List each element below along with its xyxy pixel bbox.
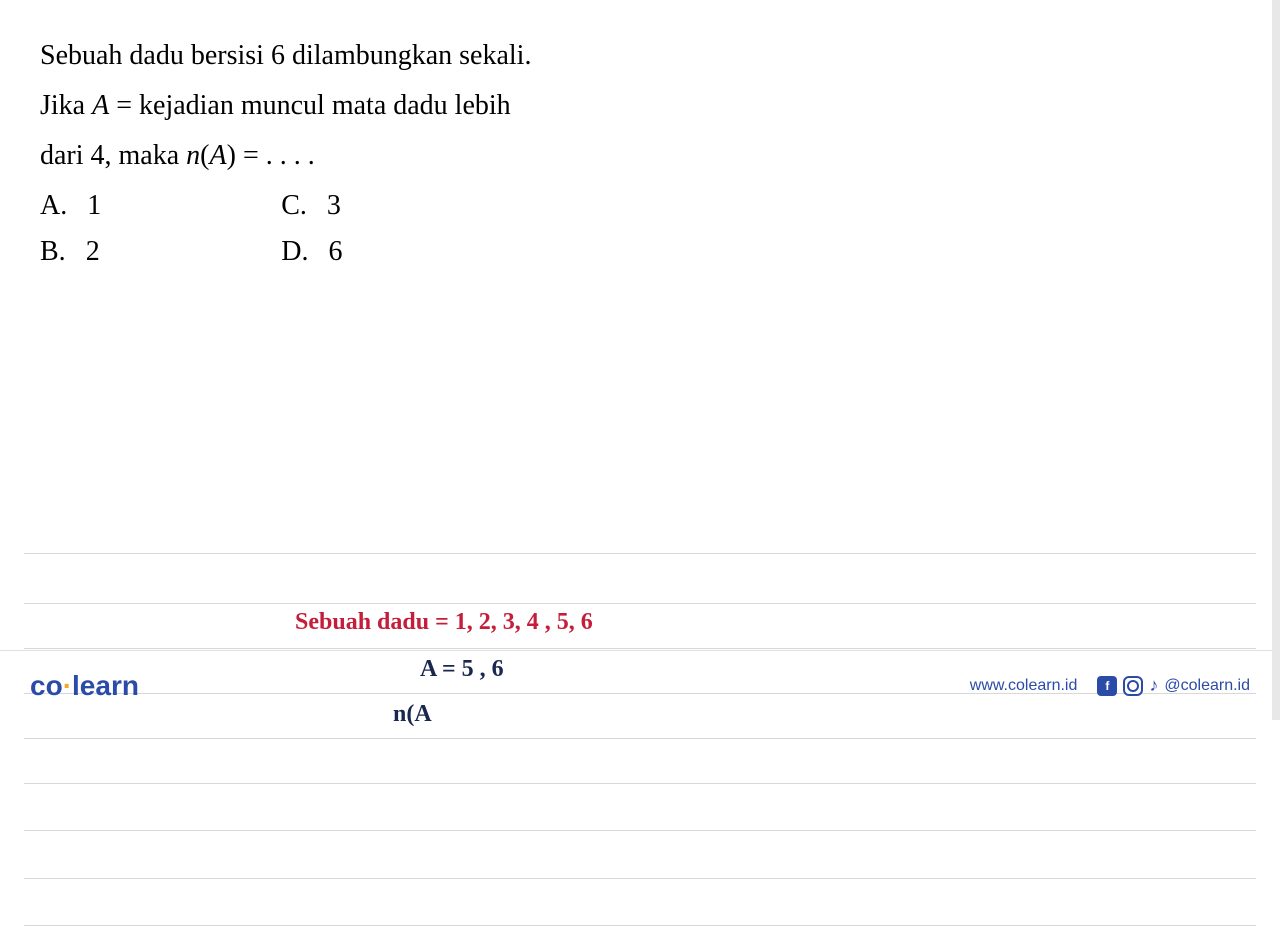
question-line-2: Jika A = kejadian muncul mata dadu lebih — [40, 85, 1240, 127]
option-a-label: A. — [40, 185, 67, 227]
ruled-line — [24, 603, 1256, 604]
q3-suffix: = . . . . — [236, 140, 315, 171]
options-col-left: A. 1 B. 2 — [40, 185, 101, 273]
q2-mid: = kejadian muncul mata dadu lebih — [109, 90, 510, 121]
ruled-line — [24, 830, 1256, 831]
option-c-label: C. — [281, 185, 307, 227]
question-line-1: Sebuah dadu bersisi 6 dilambungkan sekal… — [40, 35, 1240, 77]
main-content: Sebuah dadu bersisi 6 dilambungkan sekal… — [0, 0, 1280, 720]
footer-right: www.colearn.id f ♪ @colearn.id — [970, 676, 1250, 696]
facebook-icon: f — [1097, 676, 1117, 696]
ruled-line — [24, 648, 1256, 649]
option-d-label: D. — [281, 231, 308, 273]
q3-close: ) — [227, 140, 236, 171]
footer: co·learn www.colearn.id f ♪ @colearn.id — [0, 650, 1280, 720]
question-line-3: dari 4, maka n(A) = . . . . — [40, 135, 1240, 177]
ruled-line — [24, 738, 1256, 739]
brand-logo: co·learn — [30, 670, 139, 702]
option-a-value: 1 — [87, 185, 101, 227]
option-b-label: B. — [40, 231, 66, 273]
ruled-line — [24, 878, 1256, 879]
footer-url: www.colearn.id — [970, 677, 1078, 695]
option-c-value: 3 — [327, 185, 341, 227]
q2-prefix: Jika — [40, 90, 92, 121]
option-c: C. 3 — [281, 185, 342, 227]
ruled-line — [24, 553, 1256, 554]
handwriting-line-1: Sebuah dadu = 1, 2, 3, 4 , 5, 6 — [295, 609, 593, 636]
option-d: D. 6 — [281, 231, 342, 273]
option-b-value: 2 — [86, 231, 100, 273]
instagram-icon — [1123, 676, 1143, 696]
q3-prefix: dari 4, maka — [40, 140, 186, 171]
footer-handle: @colearn.id — [1164, 677, 1250, 695]
q3-func: n — [186, 140, 200, 171]
options-col-right: C. 3 D. 6 — [281, 185, 342, 273]
logo-co: co — [30, 670, 63, 701]
option-b: B. 2 — [40, 231, 101, 273]
social-icons: f ♪ @colearn.id — [1097, 676, 1250, 696]
right-border — [1272, 0, 1280, 720]
option-a: A. 1 — [40, 185, 101, 227]
ruled-line — [24, 783, 1256, 784]
tiktok-icon: ♪ — [1149, 676, 1158, 696]
q3-var: A — [210, 140, 227, 171]
q3-paren: ( — [200, 140, 209, 171]
q2-var: A — [92, 90, 109, 121]
question-block: Sebuah dadu bersisi 6 dilambungkan sekal… — [0, 0, 1280, 293]
options-container: A. 1 B. 2 C. 3 D. 6 — [40, 185, 1240, 273]
logo-learn: learn — [72, 670, 139, 701]
option-d-value: 6 — [328, 231, 342, 273]
logo-dot: · — [63, 670, 72, 701]
